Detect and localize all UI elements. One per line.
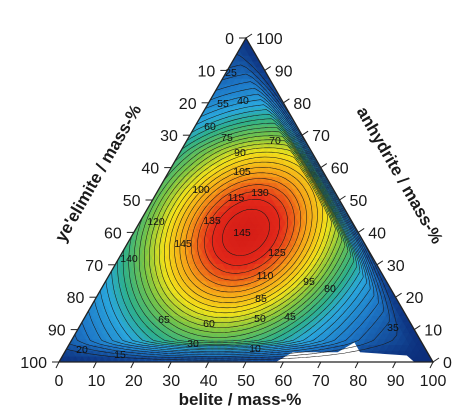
contour-label: 25 — [225, 67, 237, 79]
tick-mark — [339, 195, 346, 201]
bottom-tick-label: 80 — [349, 373, 367, 390]
right-tick-label: 40 — [368, 225, 386, 242]
tick-mark — [283, 98, 290, 104]
contour-label: 10 — [249, 343, 261, 355]
contour-label: 105 — [233, 166, 251, 178]
bottom-tick-label: 20 — [125, 373, 143, 390]
tick-mark — [317, 361, 322, 369]
tick-mark — [392, 361, 397, 369]
contour-label: 130 — [251, 187, 269, 199]
left-tick-label: 10 — [198, 63, 216, 80]
contour-fill — [59, 38, 433, 362]
right-tick-label: 0 — [443, 355, 452, 372]
right-axis-title: anhydrite / mass-% — [353, 103, 447, 247]
tick-mark — [357, 227, 365, 233]
left-tick-label: 60 — [104, 225, 122, 242]
contour-label: 70 — [269, 135, 281, 147]
contour-label: 75 — [221, 132, 233, 144]
tick-mark — [376, 260, 384, 266]
tick-mark — [130, 361, 135, 369]
left-tick-label: 40 — [141, 161, 159, 178]
bottom-tick-label: 100 — [420, 373, 447, 390]
bottom-tick-label: 40 — [200, 373, 218, 390]
right-tick-label: 80 — [293, 96, 311, 113]
contour-label: 120 — [147, 216, 165, 228]
left-tick-label: 80 — [67, 290, 85, 307]
contour-label: 50 — [254, 313, 266, 325]
contour-label: 65 — [158, 314, 170, 326]
contour-label: 125 — [268, 247, 286, 259]
tick-mark — [320, 163, 328, 169]
bottom-tick-label: 90 — [387, 373, 405, 390]
contour-label: 140 — [120, 253, 138, 265]
tick-mark — [354, 361, 359, 369]
tick-mark — [395, 292, 402, 298]
bottom-tick-label: 60 — [275, 373, 293, 390]
contour-label: 80 — [324, 283, 336, 295]
contour-label: 60 — [203, 318, 215, 330]
contour-label: 90 — [234, 147, 246, 159]
tick-mark — [414, 325, 421, 331]
contour-label: 45 — [284, 311, 296, 323]
bottom-tick-label: 0 — [55, 373, 64, 390]
contour-label: 85 — [255, 293, 267, 305]
left-tick-label: 20 — [179, 96, 197, 113]
bottom-axis-title: belite / mass-% — [179, 390, 302, 409]
contour-label: 15 — [114, 349, 126, 361]
contour-label: 115 — [228, 192, 245, 204]
right-tick-label: 100 — [256, 31, 283, 48]
contour-label: 55 — [217, 98, 229, 110]
contour-label: 100 — [192, 184, 210, 196]
bottom-tick-label: 30 — [162, 373, 180, 390]
left-tick-label: 100 — [20, 355, 47, 372]
left-tick-label: 90 — [48, 323, 66, 340]
contour-label: 145 — [174, 238, 192, 250]
tick-mark — [205, 361, 210, 369]
tick-mark — [301, 130, 309, 136]
contour-label: 40 — [237, 95, 249, 107]
right-tick-label: 10 — [424, 323, 442, 340]
tick-mark — [242, 361, 247, 369]
right-tick-label: 60 — [331, 161, 349, 178]
bottom-tick-label: 10 — [88, 373, 106, 390]
right-tick-label: 30 — [387, 258, 405, 275]
tick-mark — [245, 33, 253, 39]
tick-mark — [167, 361, 172, 369]
left-tick-label: 50 — [123, 193, 141, 210]
bottom-tick-label: 50 — [237, 373, 255, 390]
left-tick-label: 70 — [85, 258, 103, 275]
left-tick-label: 30 — [160, 128, 178, 145]
left-axis-title: ye'elimite / mass-% — [51, 101, 145, 245]
tick-mark — [92, 361, 97, 369]
tick-mark — [429, 361, 434, 369]
bottom-tick-label: 70 — [312, 373, 330, 390]
contour-label: 145 — [233, 227, 251, 239]
right-tick-label: 90 — [275, 63, 293, 80]
contour-label: 135 — [203, 215, 221, 227]
tick-mark — [264, 65, 271, 71]
contour-label: 35 — [387, 322, 399, 334]
contour-label: 110 — [257, 270, 274, 282]
right-tick-label: 20 — [406, 290, 424, 307]
contour-label: 20 — [76, 344, 88, 356]
tick-mark — [279, 361, 284, 369]
contour-label: 30 — [187, 338, 199, 350]
left-tick-label: 0 — [225, 31, 234, 48]
contour-label: 60 — [204, 121, 216, 133]
tick-mark — [55, 361, 60, 369]
right-tick-label: 50 — [350, 193, 368, 210]
tick-mark — [432, 357, 440, 363]
contour-label: 95 — [303, 276, 315, 288]
right-tick-label: 70 — [312, 128, 330, 145]
